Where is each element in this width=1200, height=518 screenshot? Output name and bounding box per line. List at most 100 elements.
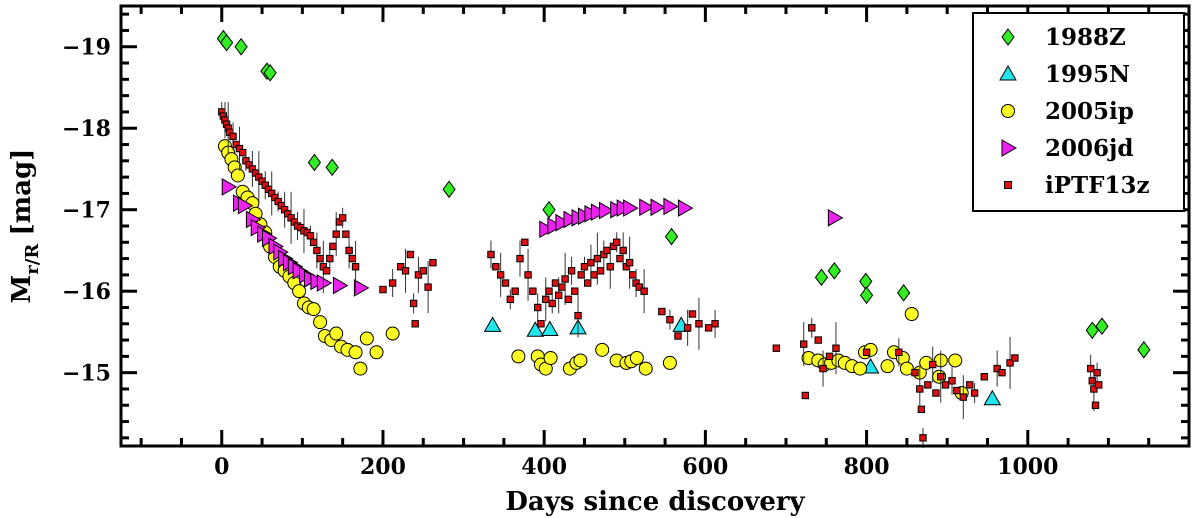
series-2006jd: [221, 178, 844, 297]
data-point: [563, 210, 579, 229]
data-point: [501, 279, 510, 287]
data-point: [555, 213, 571, 232]
x-tick-label: 400: [521, 454, 567, 480]
data-point: [409, 299, 418, 308]
data-point: [554, 291, 563, 299]
data-point: [496, 271, 505, 279]
data-point: [819, 364, 827, 373]
data-point: [980, 373, 988, 381]
y-tick-label: −19: [62, 35, 111, 61]
data-point: [221, 178, 238, 196]
data-point: [801, 391, 810, 400]
data-point: [511, 287, 519, 295]
data-point: [338, 214, 347, 222]
data-point: [229, 132, 237, 141]
y-tick-label: −17: [62, 198, 111, 224]
data-point: [825, 352, 834, 361]
data-point: [658, 307, 666, 316]
data-point: [309, 238, 318, 246]
data-point: [998, 368, 1006, 377]
data-point: [542, 200, 556, 219]
y-tick-label: −15: [62, 361, 111, 387]
data-point: [348, 345, 363, 360]
data-point: [511, 349, 526, 364]
data-point: [329, 242, 337, 251]
data-point: [353, 279, 370, 297]
data-point: [345, 246, 353, 255]
data-point: [664, 227, 679, 246]
y-axis-title-sub: r/R: [22, 243, 43, 275]
data-point: [316, 274, 333, 292]
series-iPTF13z: [218, 101, 1103, 448]
data-point: [897, 283, 911, 302]
data-point: [329, 326, 344, 341]
legend-item-1995N: 1995N: [999, 61, 1130, 88]
data-point: [542, 295, 550, 304]
data-point: [970, 389, 979, 397]
data-point: [313, 315, 328, 330]
data-point: [916, 385, 924, 393]
data-point: [808, 324, 816, 332]
data-point: [580, 263, 589, 271]
data-point: [359, 331, 374, 346]
data-point: [917, 405, 926, 414]
data-point: [332, 230, 340, 238]
data-point: [966, 381, 974, 389]
data-point: [924, 381, 932, 389]
y-axis-title-unit: [mag]: [7, 149, 37, 236]
data-point: [571, 287, 579, 295]
data-point: [558, 283, 566, 291]
data-point: [683, 324, 692, 332]
data-point: [326, 254, 334, 263]
data-point: [483, 316, 502, 332]
data-point: [590, 203, 607, 222]
data-point: [529, 287, 537, 295]
data-point: [237, 196, 254, 215]
data-point: [521, 238, 529, 246]
legend-label: 2005ip: [1045, 98, 1134, 125]
legend-label: 2006jd: [1045, 135, 1133, 162]
data-point: [537, 320, 545, 328]
data-point: [306, 232, 315, 240]
data-point: [1093, 368, 1101, 377]
data-point: [772, 344, 781, 352]
data-point: [674, 332, 682, 340]
data-point: [638, 361, 653, 376]
data-point: [353, 361, 368, 376]
svg-text:Mr/R[mag]: Mr/R [mag]: [7, 149, 43, 304]
legend-label: 1988Z: [1045, 24, 1126, 51]
data-point: [388, 279, 397, 287]
data-point: [534, 303, 542, 312]
legend-marker: [1004, 181, 1012, 189]
data-point: [429, 258, 437, 267]
data-point: [406, 250, 415, 259]
data-point: [704, 324, 713, 332]
data-point: [322, 267, 331, 275]
y-axis-title: Mr/R [mag]: [7, 149, 43, 304]
data-point: [547, 217, 563, 235]
data-point: [1085, 321, 1099, 340]
data-point: [567, 267, 576, 275]
data-point: [325, 158, 339, 177]
y-axis-title-main: M: [7, 275, 37, 304]
data-point: [880, 359, 895, 374]
data-point: [640, 287, 648, 295]
data-point: [593, 254, 602, 263]
x-tick-label: 200: [360, 454, 406, 480]
data-point: [662, 355, 677, 370]
data-point: [1006, 359, 1014, 367]
data-point: [595, 342, 610, 357]
data-point: [853, 361, 868, 376]
data-point: [814, 336, 822, 344]
data-point: [800, 340, 808, 348]
y-tick-label: −16: [62, 279, 111, 305]
data-point: [396, 263, 405, 271]
legend-marker: [999, 64, 1017, 81]
data-point: [606, 263, 614, 271]
data-point: [543, 351, 558, 365]
data-point: [919, 434, 927, 442]
x-tick-label: 1000: [997, 454, 1058, 480]
data-point: [307, 153, 322, 172]
data-point: [306, 302, 321, 317]
